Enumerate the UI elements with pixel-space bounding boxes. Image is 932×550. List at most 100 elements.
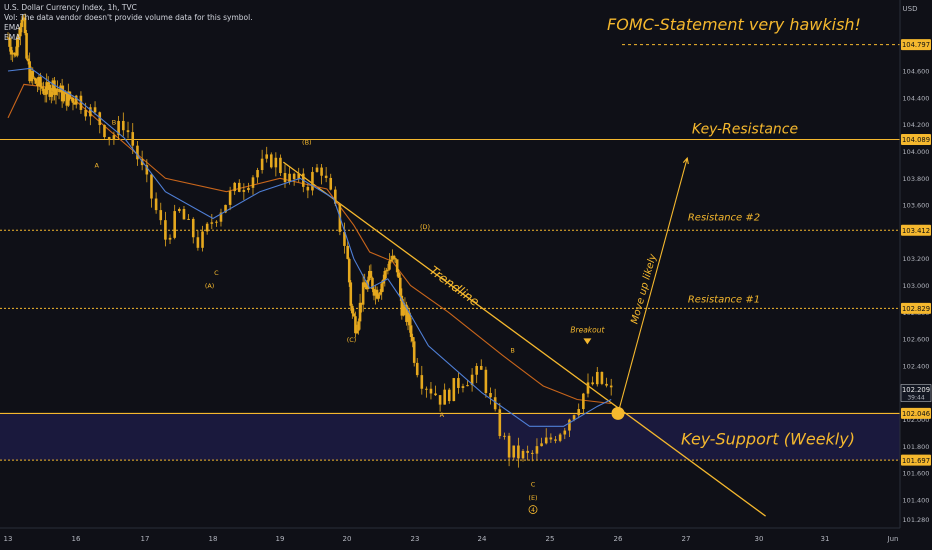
wave-label: B bbox=[510, 347, 514, 355]
support-zone bbox=[0, 413, 900, 461]
candle-body bbox=[398, 277, 402, 296]
last-price-badge[interactable] bbox=[900, 384, 932, 402]
candle-body bbox=[39, 76, 42, 87]
candle-body bbox=[237, 182, 241, 192]
ema-slow-legend[interactable]: EMA bbox=[4, 33, 21, 42]
candle-body bbox=[558, 434, 562, 441]
candle-body bbox=[228, 191, 232, 205]
wave-label-circle bbox=[528, 505, 538, 514]
candle-body bbox=[600, 371, 604, 384]
candle-body bbox=[540, 443, 543, 447]
candle-body bbox=[512, 445, 516, 458]
level-badge-text: 103.412 bbox=[902, 227, 930, 235]
candle-body bbox=[67, 91, 70, 106]
x-tick-label: 18 bbox=[209, 535, 218, 543]
candle-body bbox=[45, 82, 48, 95]
level-label-2: Resistance #1 bbox=[688, 294, 760, 305]
candle-body bbox=[392, 255, 396, 259]
candle-body bbox=[479, 365, 483, 370]
candle-body bbox=[380, 283, 384, 293]
candle-body bbox=[475, 365, 478, 375]
candle-body bbox=[549, 437, 553, 440]
projection-arrow-line[interactable] bbox=[617, 157, 688, 414]
y-tick-label: 103.800 bbox=[903, 175, 930, 183]
level-badge-text: 102.046 bbox=[902, 410, 930, 418]
y-tick-label: 104.000 bbox=[903, 148, 930, 156]
candle-body bbox=[288, 173, 291, 183]
candle-body bbox=[397, 272, 401, 278]
candle-body bbox=[242, 190, 246, 192]
candle-body bbox=[377, 294, 380, 299]
candle-body bbox=[349, 282, 353, 306]
level-badge[interactable] bbox=[901, 407, 931, 419]
candle-body bbox=[93, 107, 97, 113]
candle-body bbox=[371, 277, 374, 290]
candle-body bbox=[385, 270, 388, 272]
level-badge[interactable] bbox=[901, 39, 931, 51]
candle-body bbox=[196, 237, 200, 248]
level-badge[interactable] bbox=[901, 454, 931, 466]
candle-body bbox=[201, 231, 204, 248]
candle-body bbox=[498, 409, 502, 437]
candle-body bbox=[205, 223, 209, 232]
wave-label: A bbox=[440, 411, 445, 419]
candle-body bbox=[521, 450, 525, 459]
candle-body bbox=[609, 385, 613, 388]
candle-body bbox=[37, 76, 41, 86]
candle-body bbox=[517, 445, 520, 459]
symbol-line: U.S. Dollar Currency Index, 1h, TVC bbox=[4, 3, 137, 12]
level-badge[interactable] bbox=[901, 224, 931, 236]
candle-body bbox=[187, 218, 190, 220]
candle-body bbox=[145, 165, 149, 175]
candle-body bbox=[154, 198, 158, 211]
candle-body bbox=[358, 302, 362, 322]
breakout-marker-icon bbox=[583, 338, 592, 345]
candle-body bbox=[306, 186, 310, 191]
candle-body bbox=[369, 271, 373, 278]
candle-body bbox=[43, 93, 47, 95]
candle-body bbox=[400, 295, 404, 316]
candle-body bbox=[84, 109, 87, 117]
ema-fast-line bbox=[7, 67, 612, 427]
candle-body bbox=[15, 38, 19, 56]
candle-body bbox=[582, 393, 585, 410]
candle-body bbox=[429, 388, 433, 394]
level-badge[interactable] bbox=[901, 302, 931, 314]
candle-body bbox=[375, 289, 379, 299]
candle-body bbox=[470, 374, 474, 386]
candle-body bbox=[283, 173, 287, 183]
candle-body bbox=[22, 17, 25, 20]
candle-body bbox=[57, 90, 61, 92]
x-tick-label: 26 bbox=[614, 535, 623, 543]
ema-fast-legend[interactable]: EMA bbox=[4, 23, 21, 32]
candle-body bbox=[372, 289, 376, 296]
candle-body bbox=[265, 154, 269, 159]
candle-body bbox=[36, 83, 39, 86]
x-tick-label: 23 bbox=[411, 535, 420, 543]
x-tick-label: 31 bbox=[821, 535, 830, 543]
candle-body bbox=[8, 37, 11, 47]
x-tick-label: 24 bbox=[478, 535, 487, 543]
ema-slow-line bbox=[7, 83, 612, 405]
candle-body bbox=[591, 382, 594, 385]
wave-label: C bbox=[531, 481, 536, 489]
y-tick-label: 104.200 bbox=[903, 121, 930, 129]
candle-body bbox=[386, 269, 390, 271]
y-tick-label: 104.400 bbox=[903, 94, 930, 102]
candle-body bbox=[126, 130, 130, 133]
level-badge-text: 102.829 bbox=[902, 305, 930, 313]
level-badge[interactable] bbox=[901, 134, 931, 146]
candle-body bbox=[89, 107, 92, 117]
candle-body bbox=[71, 98, 75, 103]
candle-body bbox=[457, 378, 460, 388]
candle-body bbox=[65, 91, 69, 106]
candle-body bbox=[103, 125, 106, 138]
trendline[interactable] bbox=[282, 161, 766, 517]
candle-body bbox=[447, 389, 451, 402]
candle-body bbox=[374, 289, 377, 296]
breakout-point-marker[interactable] bbox=[611, 406, 625, 420]
candle-body bbox=[40, 86, 44, 89]
projection-arrow-head bbox=[682, 156, 689, 165]
